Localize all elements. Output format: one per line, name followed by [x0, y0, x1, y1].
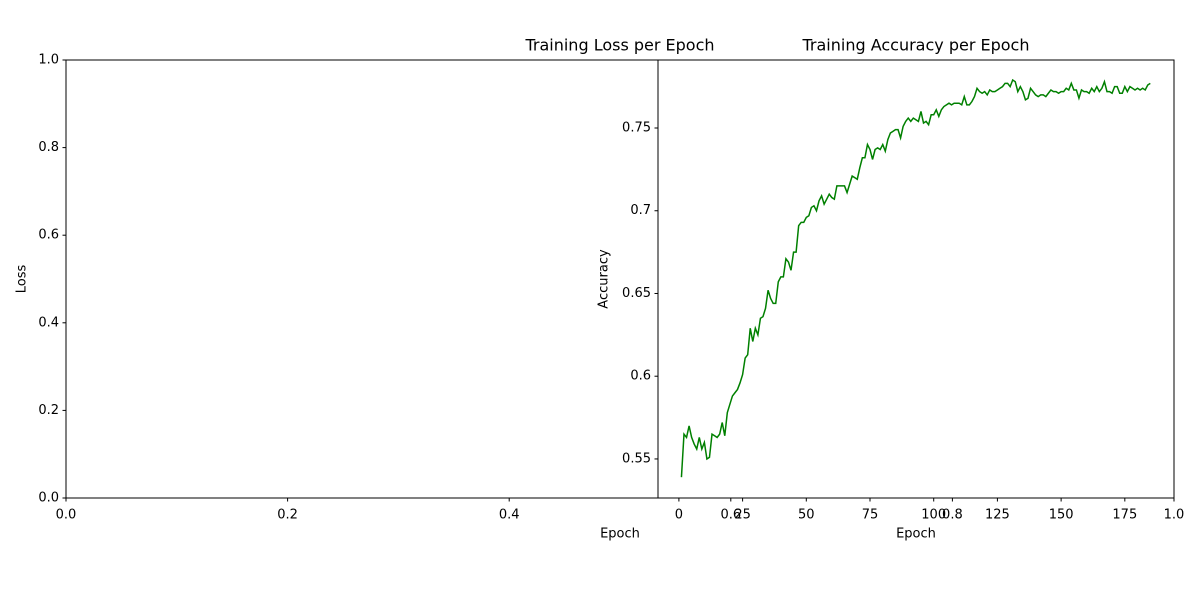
chart-title: Training Loss per Epoch — [524, 36, 714, 55]
x-tick-label: 0 — [675, 508, 683, 523]
x-tick-label: 175 — [1112, 508, 1137, 523]
y-tick-label: 0.7 — [630, 203, 651, 218]
y-axis-label: Loss — [15, 265, 30, 294]
x-tick-label: 125 — [985, 508, 1010, 523]
x-axis-label: Epoch — [896, 527, 936, 542]
accuracy-line — [680, 78, 1151, 478]
x-tick-label: 75 — [862, 508, 879, 523]
y-tick-label: 0.55 — [622, 451, 651, 466]
y-tick-label: 0.8 — [38, 140, 59, 155]
x-tick-label: 0.4 — [499, 508, 520, 523]
y-tick-label: 0.6 — [630, 369, 651, 384]
y-tick-label: 0.6 — [38, 228, 59, 243]
x-tick-label: 50 — [798, 508, 815, 523]
y-tick-label: 0.65 — [622, 286, 651, 301]
axes-background — [658, 60, 1174, 498]
x-axis-label: Epoch — [600, 527, 640, 542]
x-tick-label: 0.8 — [942, 508, 963, 523]
y-tick-label: 0.0 — [38, 491, 59, 506]
y-tick-label: 0.75 — [622, 121, 651, 136]
x-tick-label: 0.6 — [720, 508, 741, 523]
chart-title: Training Accuracy per Epoch — [801, 36, 1029, 55]
axes-frame — [657, 59, 1175, 499]
y-tick-label: 1.0 — [38, 53, 59, 68]
y-tick-label: 0.2 — [38, 403, 59, 418]
x-tick-label: 25 — [734, 508, 751, 523]
x-tick-label: 1.0 — [1164, 508, 1185, 523]
y-axis-label: Accuracy — [597, 249, 612, 309]
x-tick-label: 100 — [921, 508, 946, 523]
x-tick-label: 150 — [1049, 508, 1074, 523]
x-tick-label: 0.0 — [56, 508, 77, 523]
y-tick-label: 0.4 — [38, 315, 59, 330]
x-tick-label: 0.2 — [277, 508, 298, 523]
